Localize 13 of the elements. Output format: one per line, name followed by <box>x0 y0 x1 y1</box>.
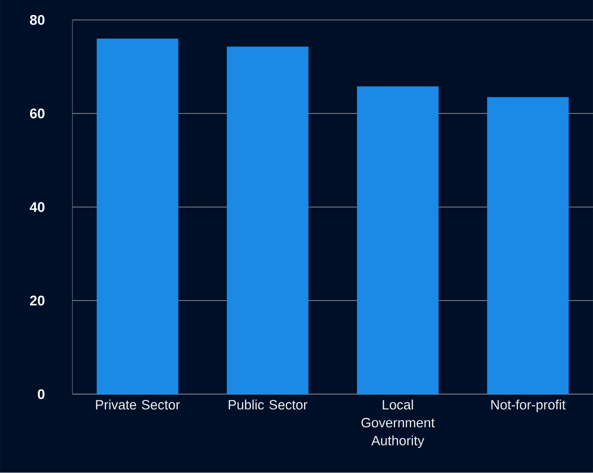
x-tick-label: Private Sector <box>96 400 180 410</box>
x-tick-label: Public Sector <box>228 400 308 410</box>
y-tick-label: 60 <box>30 108 44 119</box>
y-tick-label: 80 <box>30 15 44 25</box>
bar <box>96 38 178 394</box>
bar <box>226 46 308 394</box>
y-tick-label: 40 <box>30 202 44 212</box>
bar <box>487 97 569 394</box>
x-tick-label: Local Government Authority <box>361 400 435 448</box>
y-tick-label: 0 <box>38 389 44 400</box>
y-tick-label: 20 <box>30 296 44 306</box>
bar <box>356 86 439 394</box>
x-tick-label: Not-for-profit <box>491 400 566 412</box>
